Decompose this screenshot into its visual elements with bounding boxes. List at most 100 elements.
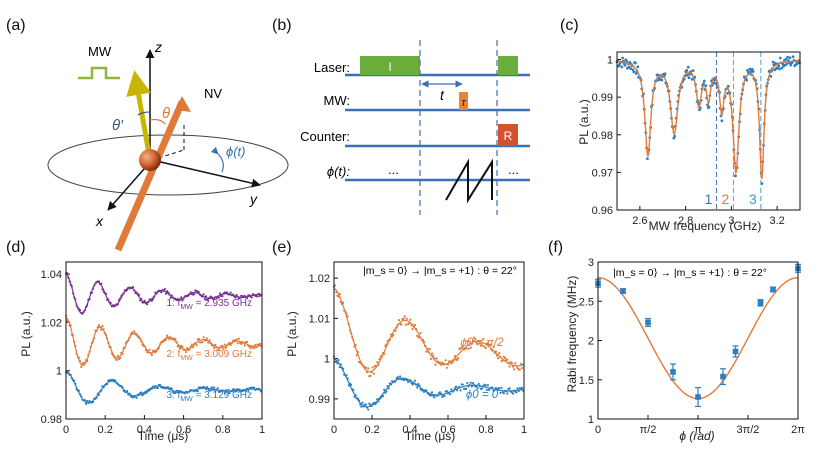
x-axis-label: x bbox=[95, 213, 104, 229]
data-point bbox=[732, 348, 739, 355]
data-point bbox=[209, 389, 212, 392]
data-point bbox=[235, 338, 238, 341]
legend-prefix: 1: f bbox=[166, 298, 180, 309]
panel-b-label: (b) bbox=[272, 17, 292, 34]
nv-label: NV bbox=[204, 86, 222, 101]
counter-pulse bbox=[498, 124, 518, 146]
data-point bbox=[435, 357, 438, 360]
y-tick-label: 2 bbox=[588, 336, 594, 348]
data-point bbox=[484, 384, 487, 387]
data-point bbox=[174, 338, 177, 341]
data-point bbox=[367, 408, 370, 411]
data-point bbox=[511, 392, 515, 395]
data-point bbox=[632, 70, 636, 74]
data-point bbox=[213, 386, 216, 389]
data-point bbox=[100, 328, 103, 331]
data-point bbox=[148, 348, 151, 351]
data-point bbox=[228, 391, 231, 395]
row-label-counter: Counter: bbox=[300, 129, 350, 144]
data-point bbox=[466, 339, 469, 343]
x-tick-label: 3.2 bbox=[769, 215, 784, 227]
data-point bbox=[687, 76, 691, 80]
data-point bbox=[156, 386, 159, 390]
data-point bbox=[484, 346, 487, 350]
chart-d-frame bbox=[65, 261, 263, 420]
data-point bbox=[186, 347, 189, 350]
panel-e-label: (e) bbox=[272, 239, 292, 256]
data-point bbox=[465, 387, 468, 390]
data-point bbox=[193, 293, 196, 296]
data-point bbox=[97, 324, 101, 327]
fit-curve bbox=[598, 277, 798, 400]
data-point bbox=[246, 340, 249, 344]
data-point bbox=[481, 387, 484, 390]
data-point bbox=[673, 134, 677, 138]
y-axis bbox=[151, 159, 261, 188]
data-point bbox=[476, 387, 479, 390]
data-point bbox=[243, 344, 246, 347]
chart-c-xlabel: MW frequency (GHz) bbox=[649, 219, 762, 233]
chart-f-frame bbox=[597, 261, 799, 420]
panel-a-label: (a) bbox=[6, 17, 26, 34]
chart-c-ylabel: PL (a.u.) bbox=[577, 99, 591, 145]
data-point bbox=[734, 174, 737, 178]
data-point bbox=[788, 56, 792, 60]
legend-entry: 1: fMW = 2.935 GHz bbox=[166, 298, 252, 311]
data-point bbox=[143, 299, 146, 303]
data-point bbox=[685, 68, 689, 72]
data-point bbox=[429, 357, 432, 361]
y-tick-label: 2.5 bbox=[579, 296, 594, 308]
data-point bbox=[140, 391, 143, 394]
panel-b: (b) Laser: MW: Counter: ϕ(t): I τ R t ..… bbox=[272, 17, 530, 215]
data-point bbox=[702, 79, 706, 83]
mw-field-arrow bbox=[126, 70, 153, 161]
data-point bbox=[256, 295, 259, 298]
data-point bbox=[444, 359, 447, 362]
data-point bbox=[706, 103, 709, 107]
x-tick-label: 0 bbox=[331, 424, 337, 436]
data-point bbox=[628, 60, 632, 64]
data-point bbox=[707, 105, 711, 109]
data-point bbox=[195, 344, 198, 347]
data-point bbox=[425, 350, 428, 353]
data-point bbox=[404, 323, 407, 326]
data-point bbox=[206, 337, 209, 340]
data-point bbox=[383, 388, 386, 391]
data-point bbox=[213, 346, 216, 350]
data-point bbox=[146, 303, 149, 306]
data-point bbox=[86, 399, 89, 403]
x-tick-label: 3π/2 bbox=[737, 424, 760, 436]
x-tick-label: 0 bbox=[595, 424, 601, 436]
y-tick-label: 1.02 bbox=[309, 273, 330, 285]
chart-f-ylabel: Rabi frequency (MHz) bbox=[565, 276, 579, 393]
row-label-phi: ϕ(t): bbox=[327, 164, 351, 179]
row-label-laser: Laser: bbox=[314, 60, 350, 75]
data-point bbox=[253, 386, 256, 389]
chart-f-xlabel: ϕ (rad) bbox=[679, 429, 714, 443]
data-point bbox=[253, 347, 256, 350]
data-point bbox=[775, 66, 779, 70]
data-point bbox=[411, 328, 414, 331]
data-point bbox=[469, 346, 472, 349]
data-point bbox=[467, 347, 470, 350]
data-point bbox=[481, 344, 484, 347]
fit-curve bbox=[333, 287, 524, 373]
data-point bbox=[244, 389, 248, 393]
chart-e-xlabel: Time (μs) bbox=[405, 429, 455, 443]
data-point bbox=[201, 341, 204, 344]
data-point bbox=[234, 296, 237, 299]
data-point bbox=[521, 386, 524, 389]
data-point bbox=[621, 56, 625, 60]
data-point bbox=[430, 391, 434, 394]
x-tick-label: 2.8 bbox=[678, 215, 693, 227]
data-point bbox=[477, 382, 480, 386]
y-tick-label: 1 bbox=[607, 55, 613, 67]
nv-sphere bbox=[139, 149, 161, 171]
data-point bbox=[381, 394, 385, 398]
data-point bbox=[646, 157, 649, 161]
x-tick-label: π/2 bbox=[640, 424, 657, 436]
legend-prefix: 2: f bbox=[166, 349, 180, 360]
data-point bbox=[166, 334, 169, 337]
data-point bbox=[502, 392, 505, 395]
data-point bbox=[429, 394, 432, 397]
